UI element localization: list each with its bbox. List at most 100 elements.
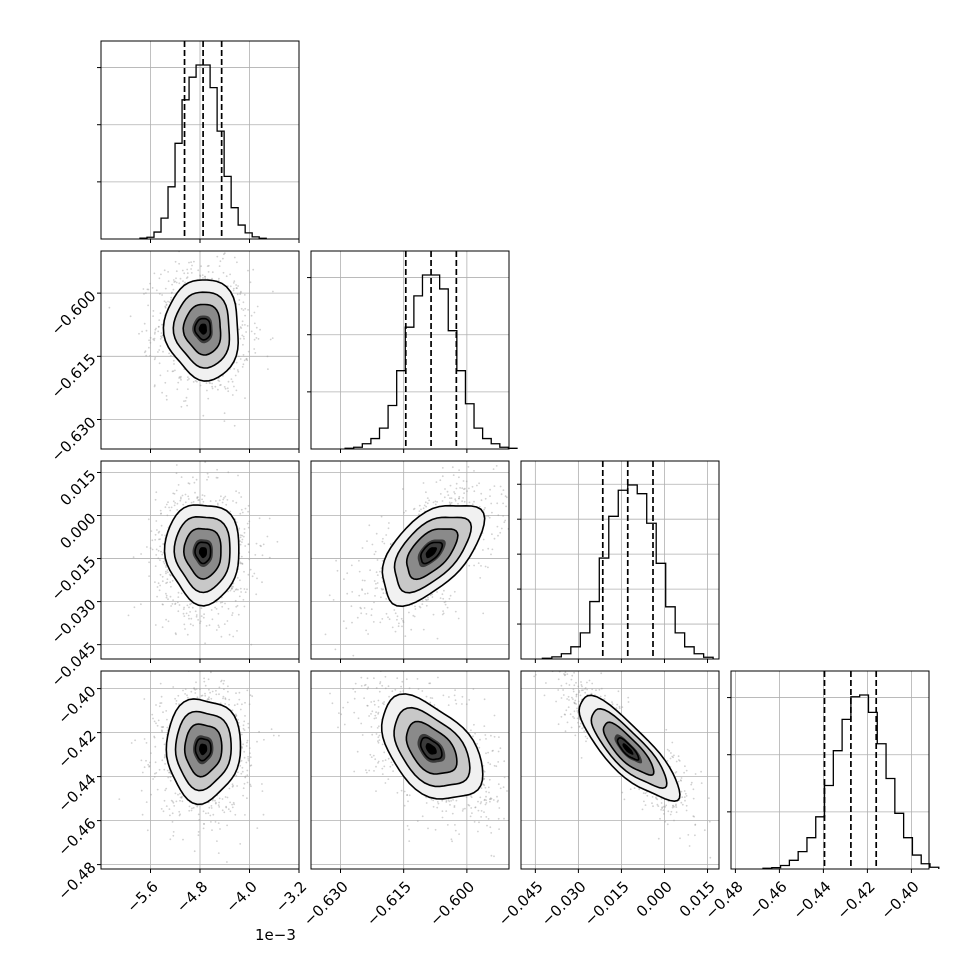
scatter-point	[504, 519, 507, 522]
scatter-point	[496, 525, 499, 528]
scatter-point	[574, 734, 577, 737]
x-tick-label: −0.600	[426, 878, 478, 930]
contour-line-3	[194, 317, 212, 341]
scatter-point	[197, 499, 200, 501]
scatter-point	[666, 748, 669, 751]
scatter-point	[425, 604, 428, 607]
scatter-point	[383, 703, 385, 706]
scatter-point	[219, 260, 222, 263]
pair-panel-3-0	[97, 670, 300, 873]
scatter-point	[244, 715, 246, 717]
scatter-point	[223, 623, 226, 625]
scatter-point	[479, 802, 482, 805]
scatter-point	[491, 548, 494, 551]
scatter-point	[162, 603, 164, 606]
scatter-point	[256, 577, 258, 580]
scatter-point	[454, 689, 456, 691]
scatter-point	[236, 261, 238, 264]
scatter-point	[242, 335, 245, 338]
scatter-point	[127, 614, 130, 617]
scatter-point	[687, 834, 690, 836]
scatter-point	[235, 490, 238, 493]
scatter-point	[233, 385, 235, 388]
scatter-point	[164, 534, 167, 537]
scatter-point	[168, 808, 171, 810]
scatter-point	[255, 337, 258, 339]
scatter-point	[211, 690, 214, 693]
scatter-point	[371, 733, 374, 736]
scatter-point	[356, 616, 359, 619]
scatter-point	[473, 821, 476, 823]
scatter-point	[233, 803, 236, 806]
scatter-point	[517, 735, 519, 737]
scatter-point	[472, 735, 474, 738]
scatter-point	[175, 277, 177, 280]
scatter-point	[381, 588, 384, 591]
scatter-point	[224, 698, 227, 701]
scatter-point	[445, 800, 448, 802]
scatter-point	[446, 490, 449, 493]
scatter-point	[673, 754, 675, 757]
scatter-point	[242, 309, 245, 311]
scatter-point	[203, 495, 206, 497]
scatter-point	[539, 666, 541, 668]
scatter-point	[229, 273, 232, 276]
scatter-point	[196, 380, 198, 383]
scatter-point	[192, 806, 195, 809]
scatter-point	[413, 507, 416, 510]
scatter-point	[231, 614, 234, 616]
scatter-point	[476, 742, 478, 745]
scatter-point	[703, 829, 706, 832]
scatter-point	[482, 612, 485, 615]
scatter-point	[582, 689, 584, 691]
scatter-point	[217, 612, 220, 615]
scatter-point	[428, 499, 430, 502]
scatter-point	[162, 350, 164, 353]
scatter-point	[165, 570, 167, 573]
scatter-point	[342, 706, 345, 709]
scatter-point	[400, 685, 402, 688]
density-level-4	[198, 547, 207, 559]
scatter-point	[499, 485, 502, 488]
scatter-point	[583, 730, 586, 733]
scatter-point	[165, 618, 168, 621]
scatter-point	[166, 769, 169, 772]
scatter-point	[239, 536, 242, 539]
scatter-point	[381, 743, 384, 746]
scatter-point	[249, 281, 252, 284]
scatter-point	[236, 293, 239, 296]
scatter-point	[453, 805, 456, 807]
scatter-point	[478, 505, 481, 508]
scatter-point	[165, 596, 168, 599]
scatter-point	[533, 675, 536, 678]
scatter-point	[175, 281, 178, 284]
scatter-point	[368, 715, 370, 717]
scatter-point	[560, 684, 563, 687]
scatter-point	[219, 828, 221, 830]
scatter-point	[371, 543, 374, 546]
scatter-point	[566, 673, 569, 675]
scatter-point	[441, 467, 444, 469]
scatter-point	[398, 622, 400, 625]
scatter-point	[379, 570, 381, 573]
scatter-point	[235, 389, 238, 392]
scatter-point	[455, 487, 458, 490]
scatter-point	[164, 789, 167, 792]
scatter-point	[234, 813, 237, 816]
scatter-point	[207, 397, 210, 400]
scatter-point	[449, 502, 452, 505]
scatter-point	[184, 688, 187, 690]
scatter-point	[152, 315, 155, 317]
scatter-point	[499, 747, 502, 750]
scatter-point	[621, 791, 624, 794]
scatter-point	[332, 599, 335, 601]
scatter-point	[218, 806, 221, 808]
scatter-point	[165, 594, 168, 597]
scatter-point	[577, 700, 580, 703]
scatter-point	[439, 597, 442, 599]
scatter-point	[425, 491, 427, 494]
scatter-point	[241, 366, 244, 368]
scatter-point	[170, 574, 172, 577]
scatter-point	[366, 704, 369, 707]
scatter-point	[164, 306, 167, 309]
